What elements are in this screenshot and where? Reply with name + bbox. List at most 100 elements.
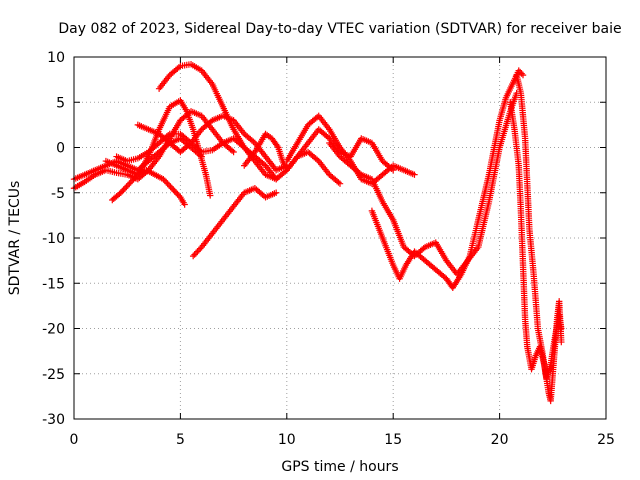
data-point bbox=[336, 153, 344, 160]
data-point-interp bbox=[171, 188, 178, 195]
data-point bbox=[443, 275, 450, 282]
y-axis-label: SDTVAR / TECUs bbox=[7, 181, 23, 296]
data-point bbox=[502, 94, 510, 101]
data-point bbox=[294, 153, 301, 160]
data-point bbox=[390, 162, 397, 169]
data-point-interp bbox=[130, 175, 137, 183]
data-point-interp bbox=[195, 246, 203, 254]
data-point bbox=[198, 243, 205, 251]
y-tick-label: -15 bbox=[42, 276, 65, 292]
data-point bbox=[262, 153, 269, 160]
data-point bbox=[187, 139, 195, 147]
data-point bbox=[368, 175, 376, 183]
data-point-interp bbox=[121, 185, 129, 192]
data-point bbox=[202, 171, 210, 178]
data-point bbox=[283, 157, 290, 165]
data-point bbox=[421, 257, 429, 264]
data-point bbox=[421, 243, 429, 251]
data-point bbox=[519, 261, 527, 269]
data-point bbox=[283, 166, 290, 174]
data-point bbox=[251, 148, 259, 156]
x-tick-label: 15 bbox=[384, 432, 402, 448]
y-tick-label: -20 bbox=[42, 322, 65, 338]
data-point bbox=[315, 112, 322, 120]
data-point bbox=[326, 139, 333, 147]
data-point bbox=[177, 117, 184, 124]
data-point bbox=[155, 130, 163, 138]
data-point bbox=[241, 144, 248, 151]
data-point bbox=[262, 130, 269, 138]
data-point bbox=[81, 171, 88, 178]
data-point bbox=[198, 112, 205, 120]
data-point bbox=[206, 192, 214, 199]
data-point bbox=[432, 239, 439, 246]
data-point bbox=[507, 99, 514, 106]
data-point bbox=[124, 157, 131, 165]
data-point bbox=[109, 196, 116, 204]
data-point bbox=[555, 311, 563, 319]
data-point bbox=[543, 375, 550, 382]
plot-frame bbox=[73, 56, 607, 420]
data-point bbox=[134, 155, 142, 162]
data-point-interp bbox=[274, 142, 281, 150]
data-point bbox=[177, 148, 184, 156]
data-point bbox=[519, 71, 527, 79]
data-point bbox=[219, 112, 227, 120]
x-tick-label: 5 bbox=[176, 432, 185, 448]
data-point bbox=[294, 139, 301, 147]
data-point bbox=[390, 216, 397, 224]
data-point bbox=[181, 201, 188, 208]
data-point bbox=[475, 243, 482, 251]
data-point bbox=[275, 144, 282, 151]
y-tick-label: 10 bbox=[47, 50, 65, 66]
data-point-interp bbox=[164, 180, 171, 187]
data-point bbox=[145, 126, 152, 133]
data-point bbox=[241, 162, 248, 169]
data-point bbox=[432, 266, 439, 273]
data-point bbox=[526, 225, 533, 233]
data-point bbox=[198, 126, 205, 133]
data-point bbox=[145, 148, 152, 156]
data-point bbox=[315, 157, 322, 165]
axis-ticks: 0 5 10 15 20 25 -30 -25 -20 -15 -10 -5 0 5 10 bbox=[42, 50, 615, 448]
data-point bbox=[532, 352, 539, 359]
data-point bbox=[126, 180, 133, 187]
data-point bbox=[209, 230, 216, 237]
data-point bbox=[547, 397, 554, 405]
data-points bbox=[70, 61, 565, 405]
data-point bbox=[558, 338, 565, 346]
data-point bbox=[168, 185, 176, 192]
data-point bbox=[155, 85, 163, 92]
data-point bbox=[551, 334, 559, 341]
data-point bbox=[209, 147, 216, 154]
data-point bbox=[177, 97, 184, 104]
data-point bbox=[326, 126, 333, 133]
data-point bbox=[262, 194, 269, 201]
series-track-8 bbox=[191, 185, 278, 258]
data-point bbox=[183, 108, 190, 115]
data-point bbox=[166, 139, 173, 147]
data-point bbox=[558, 325, 565, 332]
data-point bbox=[347, 162, 354, 169]
data-point bbox=[390, 261, 397, 269]
data-point bbox=[230, 148, 237, 156]
x-tick-label: 10 bbox=[278, 432, 296, 448]
data-point bbox=[555, 298, 563, 305]
data-point bbox=[515, 162, 522, 169]
data-point-interp bbox=[119, 188, 126, 195]
data-point bbox=[189, 126, 197, 133]
data-point bbox=[198, 67, 205, 74]
data-point bbox=[475, 216, 482, 224]
data-point bbox=[534, 325, 542, 332]
data-point bbox=[155, 139, 163, 147]
data-point-interp bbox=[228, 147, 236, 154]
data-point-interp bbox=[196, 147, 204, 154]
data-point bbox=[513, 71, 520, 79]
data-point bbox=[102, 166, 110, 174]
data-point bbox=[151, 171, 159, 178]
data-point-interp bbox=[192, 249, 200, 257]
data-point-interp bbox=[165, 132, 172, 139]
data-point-interp bbox=[207, 118, 214, 125]
data-point bbox=[304, 139, 312, 147]
y-tick-label: -25 bbox=[42, 367, 65, 383]
